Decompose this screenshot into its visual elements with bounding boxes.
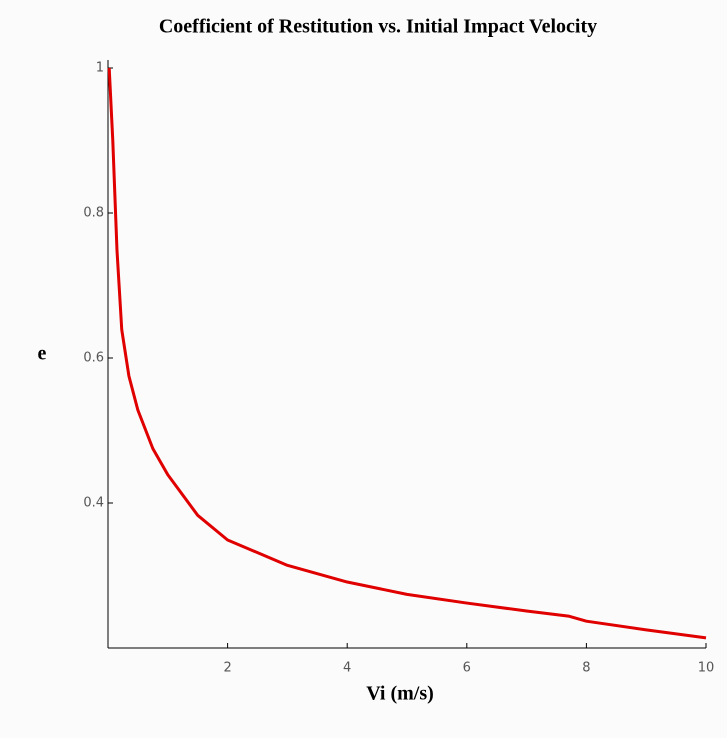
y-tick-label: 1	[96, 61, 104, 76]
y-tick-label: 0.6	[83, 351, 104, 366]
y-tick-label: 0.8	[83, 206, 104, 221]
x-tick-label: 8	[582, 661, 590, 676]
curve	[107, 67, 707, 640]
x-axis-label: Vi (m/s)	[366, 683, 434, 705]
y-tick-label: 0.4	[83, 496, 104, 511]
x-tick-label: 6	[463, 661, 471, 676]
x-tick-label: 10	[698, 661, 715, 676]
y-axis-label: e	[38, 343, 47, 365]
chart-title: Coefficient of Restitution vs. Initial I…	[159, 16, 597, 38]
x-tick-label: 2	[223, 661, 231, 676]
x-tick-label: 4	[343, 661, 351, 676]
